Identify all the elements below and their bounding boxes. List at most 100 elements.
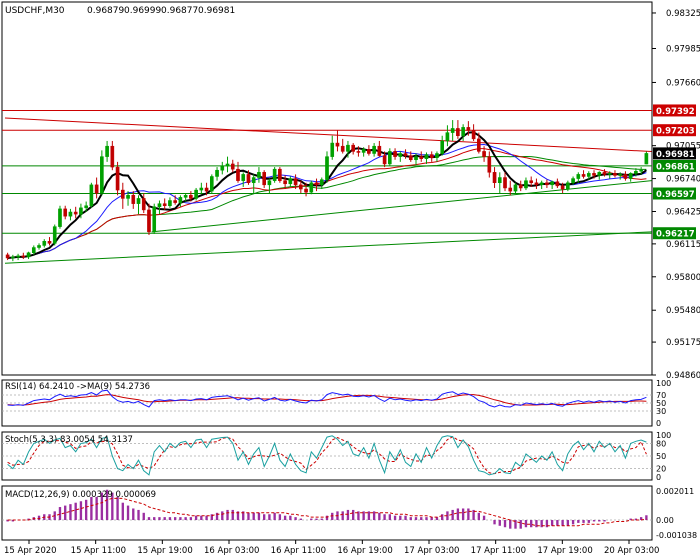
chart-frame	[1, 1, 653, 541]
time-tick-label: 15 Apr 2020	[4, 546, 57, 556]
candle-body	[278, 168, 282, 181]
rsi-tick-label: 70	[656, 391, 666, 400]
candle-body	[393, 151, 397, 157]
candle-body	[293, 178, 298, 186]
candle-body	[377, 145, 382, 156]
price-tick-label: 0.97985	[666, 44, 700, 54]
candle-body	[89, 184, 94, 206]
candle-body	[199, 187, 204, 191]
candle-body	[372, 145, 376, 154]
price-tag-box	[653, 159, 696, 172]
price-tick-label: 0.95175	[666, 338, 700, 348]
time-tick-label: 15 Apr 11:00	[71, 546, 126, 556]
rsi-ma-line	[7, 394, 647, 406]
price-tick-label: 0.98325	[666, 9, 700, 19]
price-tick-label: 0.94860	[666, 371, 700, 381]
candle-body	[534, 182, 539, 186]
candle-body	[246, 174, 251, 184]
stoch-tick-label: 80	[656, 439, 666, 448]
time-tick-label: 17 Apr 19:00	[537, 546, 592, 556]
macd-tick-label: 0.00	[656, 516, 674, 525]
candle-body	[597, 172, 602, 176]
price-tag-box	[653, 187, 696, 200]
candle-body	[576, 174, 581, 179]
candle-body	[435, 153, 439, 158]
price-tag-box	[653, 124, 696, 137]
candle-body	[126, 195, 130, 199]
price-tick-label: 0.96740	[666, 175, 700, 185]
candle-body	[304, 188, 308, 193]
candle-body	[79, 207, 83, 215]
candle-body	[136, 198, 141, 204]
candle-body	[618, 174, 623, 176]
candle-body	[513, 184, 518, 192]
rsi-tick-label: 50	[656, 399, 666, 408]
candle-body	[230, 163, 235, 170]
candle-body	[241, 174, 246, 181]
time-tick-label: 20 Apr 03:00	[604, 546, 659, 556]
candle-body	[450, 128, 455, 133]
candle-body	[105, 145, 109, 157]
candle-body	[58, 208, 62, 227]
candle-body	[21, 255, 26, 258]
candle-body	[340, 145, 345, 152]
open-value: 0.96879	[87, 6, 124, 16]
candle-body	[398, 153, 403, 157]
candle-body	[539, 182, 544, 186]
candle-body	[356, 151, 361, 153]
candle-body	[581, 174, 586, 177]
candle-body	[257, 172, 261, 178]
candle-body	[613, 173, 617, 176]
candle-body	[424, 154, 429, 159]
candle-body	[623, 174, 628, 179]
price-axis: 0.98325 0.97985 0.97660 0.97055 0.96740 0.964…	[652, 9, 700, 381]
candle-body	[73, 211, 78, 215]
candle-body	[110, 145, 115, 168]
candle-body	[31, 247, 36, 254]
candle-body	[382, 155, 387, 165]
rsi-label: RSI(14) 64.2410 ->MA(9) 54.2736	[5, 382, 150, 392]
candle-body	[628, 173, 633, 179]
candle-body	[100, 156, 104, 194]
resistance-trendline	[4, 117, 652, 153]
candle-body	[471, 130, 476, 140]
price-tag-label: 0.96217	[656, 230, 695, 240]
candle-body	[566, 182, 570, 190]
candle-body	[236, 168, 240, 181]
price-tick-label: 0.97660	[666, 78, 700, 88]
pane-border-3	[1, 485, 653, 541]
candle-body	[503, 177, 507, 189]
candle-body	[314, 182, 319, 186]
candle-body	[319, 179, 324, 186]
candle-body	[262, 172, 266, 186]
candle-body	[508, 187, 513, 192]
price-tag-label: 0.97203	[656, 127, 695, 137]
time-tick-label: 17 Apr 11:00	[471, 546, 526, 556]
candle-body	[26, 252, 31, 258]
time-tick-label: 15 Apr 19:00	[137, 546, 192, 556]
candle-body	[466, 127, 471, 131]
candle-body	[367, 149, 371, 154]
rsi-tick-label: 30	[656, 407, 666, 416]
candle-body	[492, 172, 497, 184]
candle-body	[429, 154, 434, 158]
macd-tick-label: 0.002011	[656, 487, 694, 496]
candle-body	[644, 153, 649, 165]
price-tick-label: 0.96425	[666, 207, 700, 217]
time-tick-label: 17 Apr 03:00	[404, 546, 459, 556]
stoch-label: Stoch(5,3,3) 83.0054 54.3137	[5, 435, 133, 445]
candle-body	[602, 172, 607, 175]
price-tag-label: 0.97392	[656, 107, 695, 117]
candle-body	[607, 173, 612, 175]
symbol-title: USDCHF,M30	[5, 6, 65, 16]
candle-body	[94, 184, 99, 194]
macd-label: MACD(12,26,9) 0.000329 0.000069	[5, 490, 156, 500]
candle-body	[419, 156, 424, 159]
candle-body	[529, 180, 534, 184]
candle-body	[84, 205, 88, 209]
candle-body	[560, 185, 565, 190]
candle-body	[147, 209, 151, 233]
candle-body	[220, 165, 225, 171]
